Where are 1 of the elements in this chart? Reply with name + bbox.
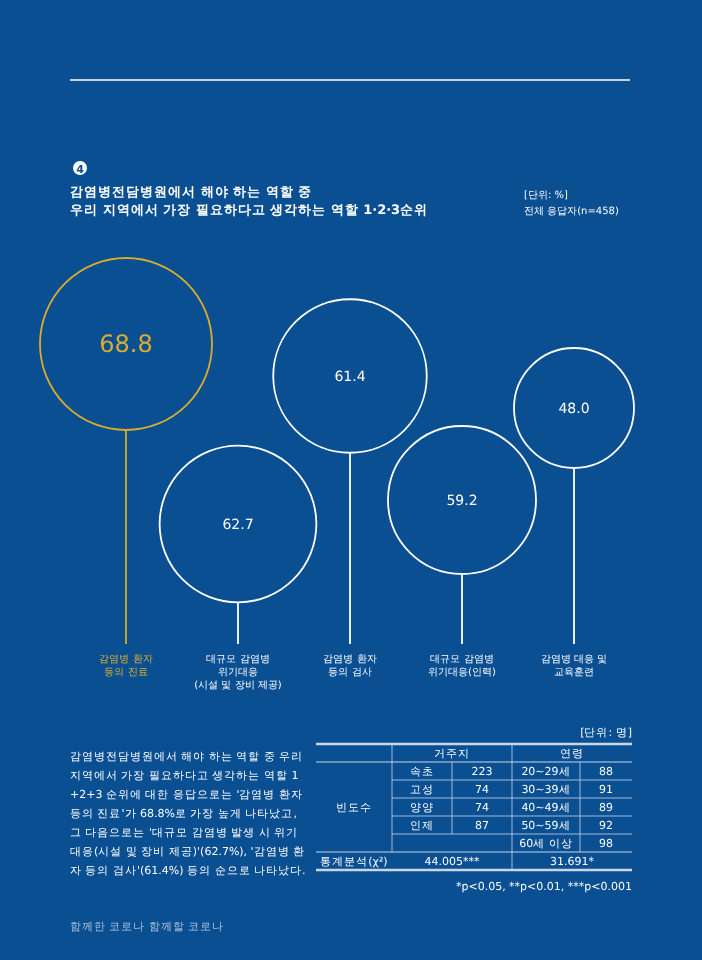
data-label: 68.8 (99, 330, 153, 358)
